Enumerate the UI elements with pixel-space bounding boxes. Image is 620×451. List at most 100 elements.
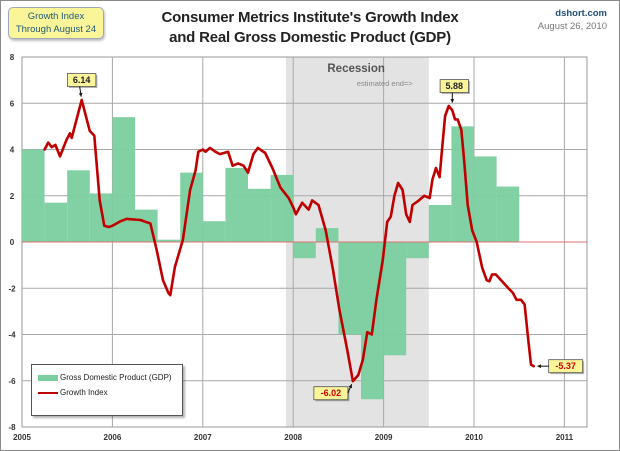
growth-index-point [311, 199, 313, 201]
growth-index-point [292, 206, 294, 208]
growth-index-point [288, 197, 290, 199]
y-tick-label: 0 [10, 238, 15, 247]
callout-label: -6.02 [321, 388, 342, 398]
growth-index-point [214, 151, 217, 153]
growth-index-point [252, 153, 255, 155]
gdp-bar [406, 242, 429, 259]
gdp-bar [248, 188, 271, 242]
growth-index-point [156, 249, 158, 251]
y-tick-label: -8 [8, 423, 16, 432]
x-tick-label: 2011 [556, 433, 574, 442]
growth-index-point [401, 189, 404, 191]
growth-index-point [405, 213, 407, 215]
x-tick-label: 2006 [104, 433, 122, 442]
growth-index-point [397, 182, 399, 184]
growth-index-point [237, 162, 239, 164]
gdp-bar [67, 170, 90, 242]
x-tick-label: 2005 [13, 433, 31, 442]
growth-index-point [149, 222, 151, 225]
growth-index-point [382, 259, 384, 262]
growth-index-point [444, 115, 446, 117]
growth-index-point [189, 189, 191, 191]
gdp-bar [428, 205, 452, 242]
growth-index-point [174, 266, 176, 269]
growth-index-point [271, 167, 274, 169]
growth-index-point [54, 144, 57, 146]
recession-label: Recession [327, 63, 385, 75]
growth-index-point [162, 279, 164, 281]
callout-label: -5.37 [555, 361, 576, 371]
growth-index-point [501, 280, 503, 282]
growth-index-point [338, 308, 340, 310]
callout-arrowhead [78, 92, 83, 97]
callout-arrowhead [348, 384, 353, 389]
gdp-bar [474, 156, 497, 242]
gdp-bar [496, 186, 520, 242]
growth-index-point [307, 209, 310, 211]
growth-line-layer [43, 98, 536, 383]
callout-arrowhead [537, 364, 541, 369]
growth-index-point [491, 273, 493, 275]
growth-index-point [533, 365, 535, 367]
growth-index-point [454, 118, 456, 121]
growth-index-point [495, 273, 497, 275]
growth-index-point [332, 269, 334, 271]
growth-index-point [486, 279, 488, 281]
growth-index-point [411, 204, 414, 206]
growth-index-point [71, 137, 73, 139]
growth-index-point [457, 118, 459, 121]
gdp-bar [112, 117, 135, 242]
growth-index-point [119, 220, 122, 222]
growth-index-point [431, 178, 434, 181]
growth-index-point [524, 303, 526, 306]
growth-index-point [375, 299, 377, 301]
growth-index-point [197, 151, 199, 153]
growth-index-point [527, 338, 529, 340]
growth-index-point [409, 221, 411, 223]
y-tick-label: 6 [10, 99, 15, 108]
source-block: dshort.com August 26, 2010 [538, 7, 607, 33]
growth-index-point [386, 221, 388, 223]
gdp-bar [22, 149, 45, 242]
legend-item-growth: Growth Index [38, 388, 108, 397]
gdp-bar [293, 242, 316, 259]
info-box-line1: Growth Index [27, 11, 85, 22]
growth-index-point [209, 147, 211, 149]
growth-index-point [279, 187, 282, 189]
chart-title-line2: and Real Gross Domestic Product (GDP) [169, 29, 451, 46]
growth-index-point [471, 229, 473, 232]
y-tick-label: -6 [8, 377, 16, 386]
gdp-bar [202, 221, 226, 242]
growth-index-point [325, 229, 327, 232]
callouts-layer: 6.14 5.88 -6.02 -5.37 [67, 73, 585, 402]
growth-index-point [232, 165, 234, 167]
growth-index-point [99, 199, 101, 201]
growth-index-point [167, 292, 170, 294]
growth-index-point [242, 165, 245, 167]
growth-index-point [476, 241, 478, 243]
growth-index-point [126, 218, 128, 220]
gdp-bar [361, 242, 384, 400]
growth-index-point [227, 151, 229, 153]
growth-index-point [51, 146, 53, 148]
growth-index-point [488, 280, 490, 282]
source-date: August 26, 2010 [537, 21, 607, 32]
growth-index-point [390, 215, 392, 218]
growth-index-point [103, 225, 105, 227]
growth-index-point [264, 152, 266, 154]
growth-index-point [357, 374, 359, 376]
growth-index-point [247, 172, 249, 174]
legend: Gross Domestic Product (GDP) Growth Inde… [31, 364, 183, 416]
x-tick-label: 2008 [284, 433, 302, 442]
growth-index-point [352, 380, 354, 382]
growth-index-point [111, 225, 113, 227]
growth-index-point [429, 197, 431, 199]
legend-label-gdp: Gross Domestic Product (GDP) [60, 373, 172, 382]
callout-box [67, 73, 97, 87]
info-box: Growth Index Through August 24 [8, 7, 104, 39]
growth-index-point [448, 105, 450, 107]
gdp-bar [338, 242, 361, 335]
info-box-line2: Through August 24 [15, 24, 97, 35]
x-tick-label: 2009 [375, 433, 393, 442]
